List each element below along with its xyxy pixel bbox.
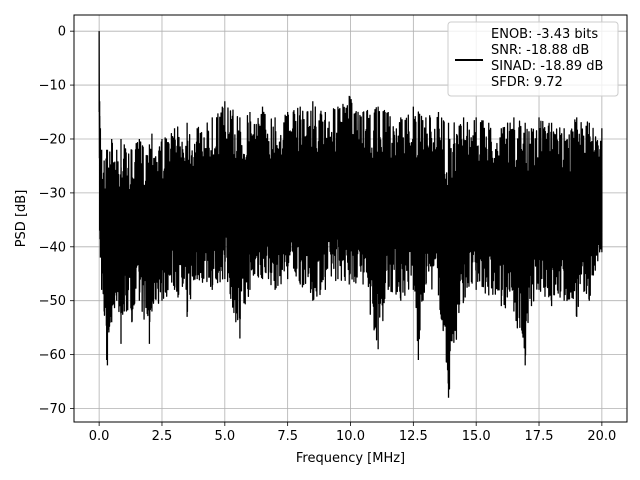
x-tick-label: 12.5 xyxy=(399,429,428,444)
x-tick-label: 15.0 xyxy=(462,429,491,444)
y-tick-label: −60 xyxy=(39,348,66,363)
x-tick-label: 0.0 xyxy=(89,429,110,444)
y-tick-label: −30 xyxy=(39,186,66,201)
legend-entry-snr: SNR: -18.88 dB xyxy=(491,43,589,58)
legend-box xyxy=(447,21,619,97)
y-axis-label: PSD [dB] xyxy=(14,190,29,248)
y-tick-label: −20 xyxy=(39,132,66,147)
legend-entry-sfdr: SFDR: 9.72 xyxy=(491,75,563,90)
y-tick-label: −50 xyxy=(39,294,66,309)
x-axis: 0.0 2.5 5.0 7.5 10.0 12.5 15.0 17.5 20.0 xyxy=(89,422,616,444)
x-tick-label: 2.5 xyxy=(152,429,173,444)
x-tick-label: 20.0 xyxy=(587,429,616,444)
legend-entry-enob: ENOB: -3.43 bits xyxy=(491,27,598,42)
y-tick-label: −70 xyxy=(39,402,66,417)
x-tick-label: 5.0 xyxy=(214,429,235,444)
y-tick-label: −10 xyxy=(39,79,66,94)
x-tick-label: 17.5 xyxy=(525,429,554,444)
y-tick-label: −40 xyxy=(39,240,66,255)
x-axis-label: Frequency [MHz] xyxy=(296,451,405,466)
psd-trace xyxy=(98,31,603,398)
y-tick-label: 0 xyxy=(58,25,66,40)
legend-entry-sinad: SINAD: -18.89 dB xyxy=(491,59,603,74)
y-axis: 0 −10 −20 −30 −40 −50 −60 −70 xyxy=(39,25,74,417)
x-tick-label: 7.5 xyxy=(277,429,298,444)
plot-area xyxy=(98,31,603,398)
x-tick-label: 10.0 xyxy=(336,429,365,444)
legend: ENOB: -3.43 bits SNR: -18.88 dB SINAD: -… xyxy=(447,21,619,97)
